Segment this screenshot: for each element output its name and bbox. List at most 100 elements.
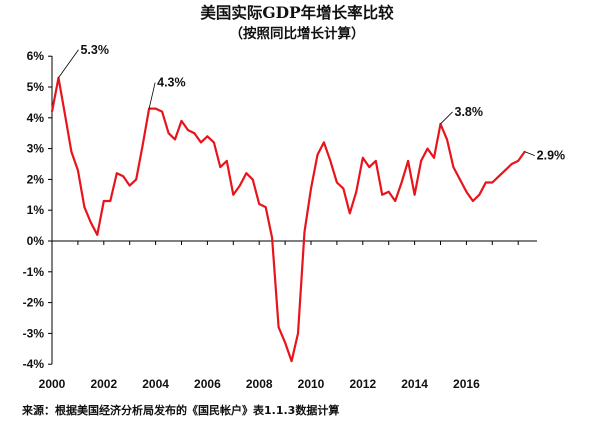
data-point-2005Q3 (194, 132, 196, 134)
data-point-2006Q2 (213, 142, 215, 144)
data-point-2011Q1 (336, 182, 338, 184)
y-tick-label: 5% (27, 80, 45, 94)
data-point-2017Q4 (511, 163, 513, 165)
x-tick-label: 2014 (401, 377, 428, 391)
source-note: 来源：根据美国经济分析局发布的《国民帐户》表1.1.3数据计算 (21, 403, 339, 417)
y-tick-label: 1% (27, 203, 45, 217)
data-point-2009Q3 (297, 333, 299, 335)
y-tick-label: -3% (23, 326, 45, 340)
data-point-2013Q4 (407, 160, 409, 162)
y-tick-label: 6% (27, 49, 45, 63)
data-point-2013Q1 (388, 191, 390, 193)
data-point-2006Q4 (226, 160, 228, 162)
data-point-2000Q4 (71, 151, 73, 153)
data-point-2008Q3 (271, 237, 273, 239)
y-tick-label: 4% (27, 111, 45, 125)
data-point-2004Q4 (174, 138, 176, 140)
data-point-2002Q1 (103, 200, 105, 202)
data-point-2014Q1 (414, 194, 416, 196)
x-tick-label: 2012 (349, 377, 376, 391)
data-point-2015Q4 (459, 179, 461, 181)
data-point-2009Q1 (284, 342, 286, 344)
data-point-2001Q1 (77, 169, 79, 171)
annotation-leader (525, 152, 535, 156)
gdp-growth-series (51, 77, 525, 362)
data-point-2009Q2 (291, 360, 293, 362)
data-point-2016Q1 (466, 191, 468, 193)
data-point-2004Q2 (161, 111, 163, 113)
x-tick-label: 2002 (90, 377, 117, 391)
data-point-2008Q2 (265, 206, 267, 208)
data-point-2007Q2 (239, 185, 241, 187)
data-point-2002Q2 (109, 200, 111, 202)
annotation-leader (441, 112, 453, 124)
data-point-2015Q2 (446, 138, 448, 140)
data-point-2003Q2 (135, 179, 137, 181)
data-point-2018Q1 (517, 160, 519, 162)
data-point-2011Q4 (355, 191, 357, 193)
x-tick-label: 2010 (298, 377, 325, 391)
data-point-2011Q3 (349, 212, 351, 214)
data-point-2010Q3 (323, 142, 325, 144)
annotation-label: 3.8% (455, 105, 484, 119)
x-tick-label: 2006 (194, 377, 221, 391)
data-point-2012Q4 (381, 194, 383, 196)
y-tick-label: 0% (27, 234, 45, 248)
data-point-2000Q3 (64, 114, 66, 116)
x-tick-label: 2000 (39, 377, 66, 391)
annotation-leader (58, 50, 78, 78)
annotation-leader (149, 83, 155, 109)
y-tick-label: -4% (23, 357, 45, 371)
data-point-2013Q2 (394, 200, 396, 202)
y-tick-label: 3% (27, 142, 45, 156)
data-point-2013Q3 (401, 182, 403, 184)
y-tick-label: 2% (27, 172, 45, 186)
peak-annotations: 5.3% 4.3% 3.8% 2.9% (58, 43, 565, 163)
data-point-2006Q3 (219, 166, 221, 168)
data-point-2007Q4 (252, 179, 254, 181)
data-point-2012Q3 (375, 160, 377, 162)
data-point-2005Q2 (187, 129, 189, 131)
data-point-2002Q4 (122, 175, 124, 177)
data-point-2014Q2 (420, 160, 422, 162)
x-tick-label: 2016 (453, 377, 480, 391)
data-point-2016Q2 (472, 200, 474, 202)
y-tick-label: -2% (23, 296, 45, 310)
data-point-2012Q2 (368, 166, 370, 168)
data-point-2009Q4 (304, 231, 306, 233)
data-point-2016Q3 (478, 194, 480, 196)
data-point-2001Q2 (83, 206, 85, 208)
x-tick-label: 2004 (142, 377, 169, 391)
data-point-2011Q2 (342, 188, 344, 190)
gdp-growth-line (52, 78, 525, 361)
data-point-2008Q4 (278, 326, 280, 328)
x-tick-label: 2008 (246, 377, 273, 391)
x-axis-tick-labels: 2000 2002 2004 2006 2008 2010 2012 2014 2016 (39, 377, 480, 391)
data-point-2007Q1 (232, 194, 234, 196)
data-point-2000Q1 (51, 111, 53, 113)
annotation-label: 4.3% (157, 76, 186, 90)
data-point-2010Q2 (317, 154, 319, 156)
y-axis-tick-labels: 6% 5% 4% 3% 2% 1% 0% -1% -2% -3% -4% (23, 49, 45, 371)
data-point-2012Q1 (362, 157, 364, 159)
data-point-2017Q1 (491, 182, 493, 184)
data-point-2008Q1 (258, 203, 260, 205)
data-point-2003Q1 (129, 185, 131, 187)
data-point-2010Q1 (310, 188, 312, 190)
data-point-2001Q3 (90, 222, 92, 224)
y-tick-label: -1% (23, 265, 45, 279)
chart-axes (48, 56, 537, 364)
data-point-2006Q1 (207, 135, 209, 137)
data-point-2016Q4 (485, 182, 487, 184)
data-point-2007Q3 (245, 172, 247, 174)
data-point-2004Q3 (168, 132, 170, 134)
data-point-2004Q1 (155, 108, 157, 110)
annotation-label: 5.3% (80, 43, 109, 57)
data-point-2005Q4 (200, 142, 202, 144)
data-point-2017Q3 (504, 169, 506, 171)
data-point-2002Q3 (116, 172, 118, 174)
data-point-2005Q1 (181, 120, 183, 122)
data-point-2017Q2 (498, 175, 500, 177)
chart-title: 美国实际GDP年增长率比较 (200, 3, 394, 22)
